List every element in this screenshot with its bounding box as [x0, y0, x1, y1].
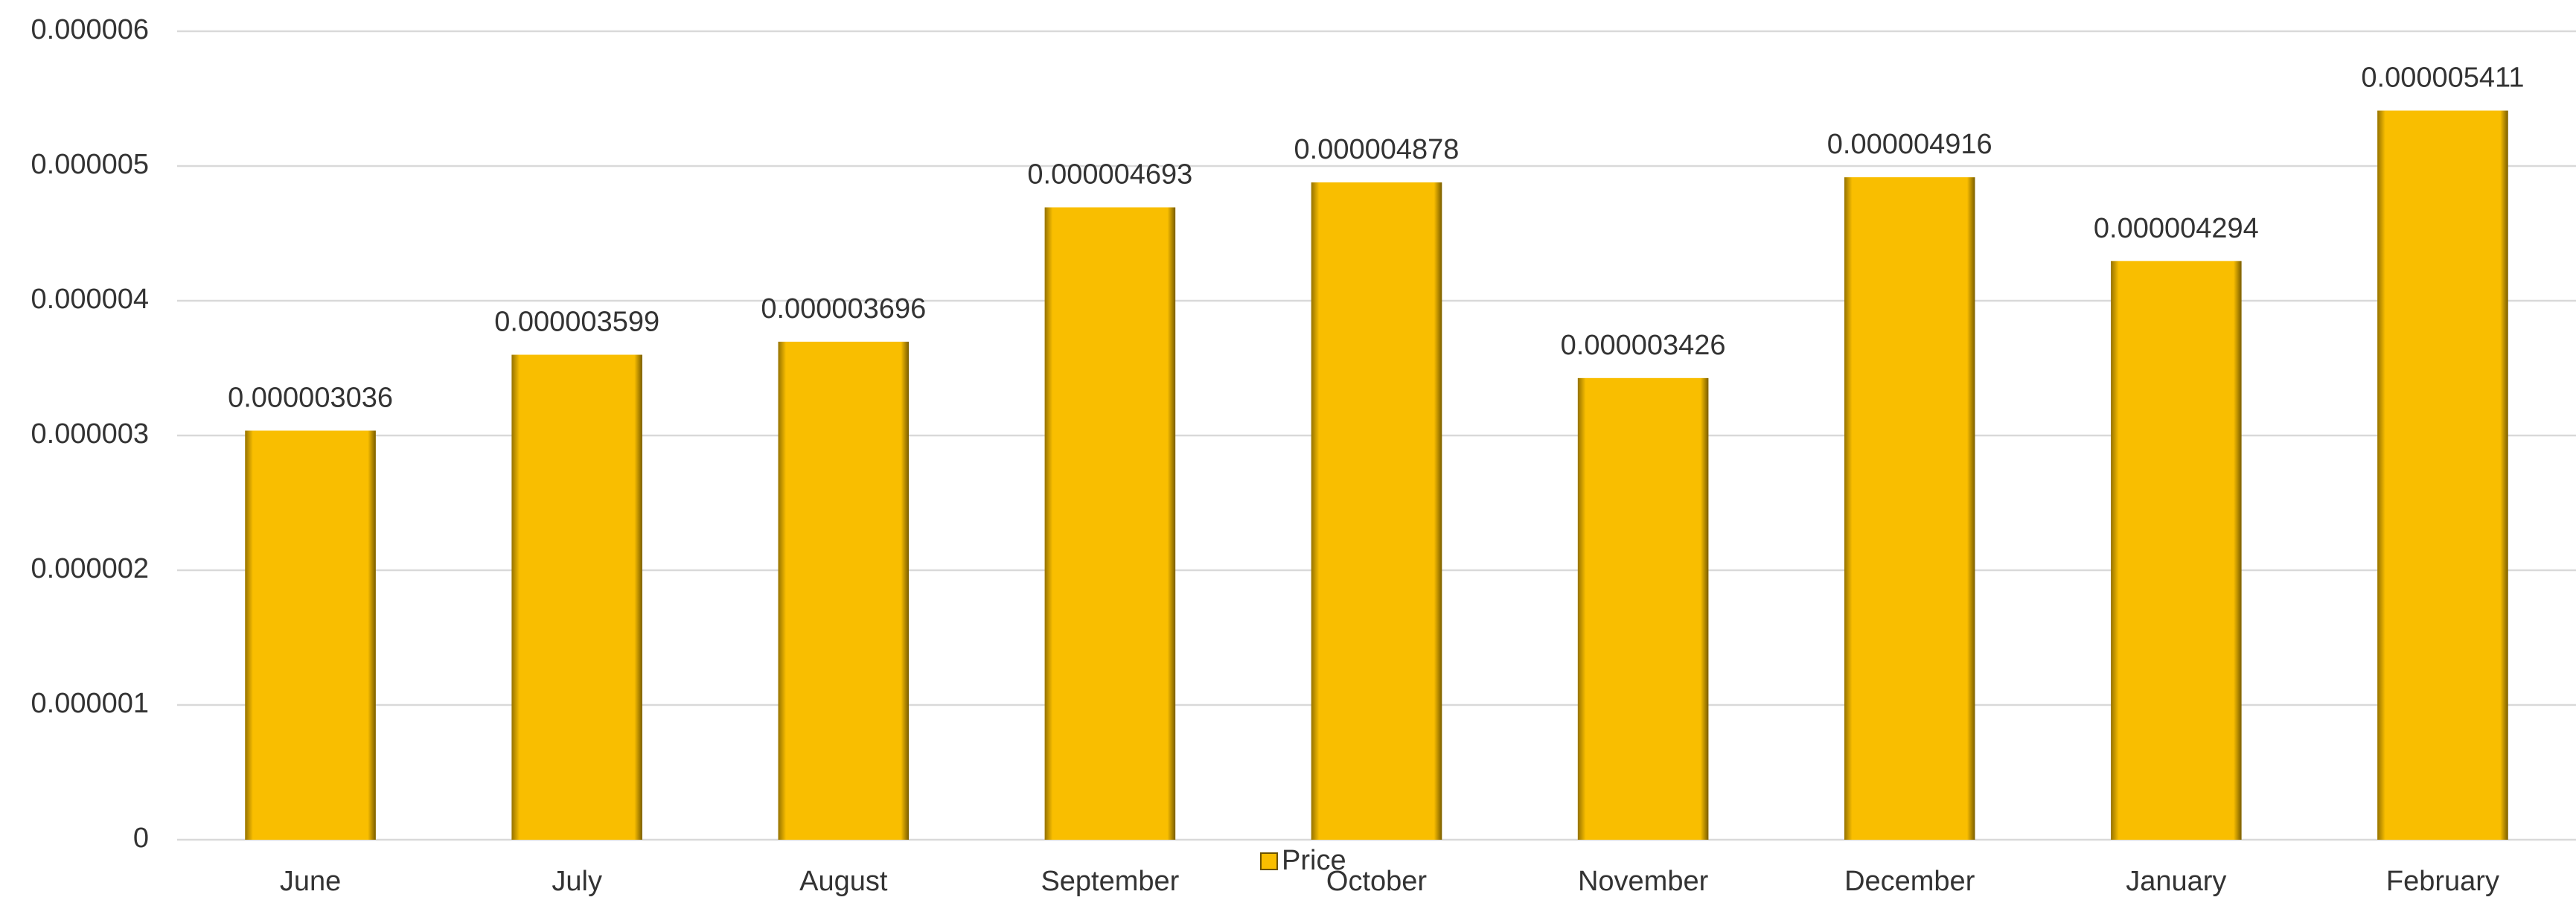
data-label: 0.000004916: [1827, 129, 1992, 160]
bar-shade: [1044, 207, 1176, 840]
y-tick-label: 0: [133, 823, 149, 854]
bar-shade: [1311, 182, 1442, 840]
legend-label: Price: [1282, 845, 1346, 876]
x-tick-label: June: [280, 866, 341, 897]
y-tick-label: 0.000003: [31, 418, 150, 450]
data-label: 0.000005411: [2361, 63, 2524, 94]
bar-shade: [778, 342, 910, 840]
data-label: 0.000004294: [2094, 213, 2259, 244]
x-tick-label: November: [1578, 866, 1709, 897]
bar-shade: [2377, 110, 2508, 840]
x-tick-label: October: [1326, 866, 1428, 897]
bar-shade: [245, 430, 376, 840]
data-label: 0.000003696: [761, 293, 926, 325]
data-label: 0.000004878: [1294, 134, 1460, 165]
x-tick-label: July: [552, 866, 602, 897]
legend-swatch: [1260, 852, 1278, 870]
data-label: 0.000003599: [494, 307, 659, 338]
y-tick-label: 0.000004: [31, 284, 150, 315]
x-tick-label: January: [2126, 866, 2226, 897]
bar-shade: [1844, 177, 1975, 840]
y-tick-label: 0.000002: [31, 553, 150, 584]
y-tick-label: 0.000006: [31, 14, 150, 45]
bar-shade: [1577, 377, 1709, 840]
x-tick-label: August: [799, 866, 888, 897]
x-tick-label: September: [1041, 866, 1179, 897]
x-tick-label: December: [1844, 866, 1975, 897]
y-tick-label: 0.000001: [31, 688, 150, 719]
data-label: 0.000004693: [1027, 159, 1192, 191]
y-tick-label: 0.000005: [31, 149, 150, 180]
bar-shade: [511, 354, 642, 840]
x-tick-label: February: [2386, 866, 2499, 897]
bar-shade: [2111, 261, 2242, 840]
data-label: 0.000003426: [1561, 330, 1726, 361]
data-label: 0.000003036: [228, 383, 393, 414]
